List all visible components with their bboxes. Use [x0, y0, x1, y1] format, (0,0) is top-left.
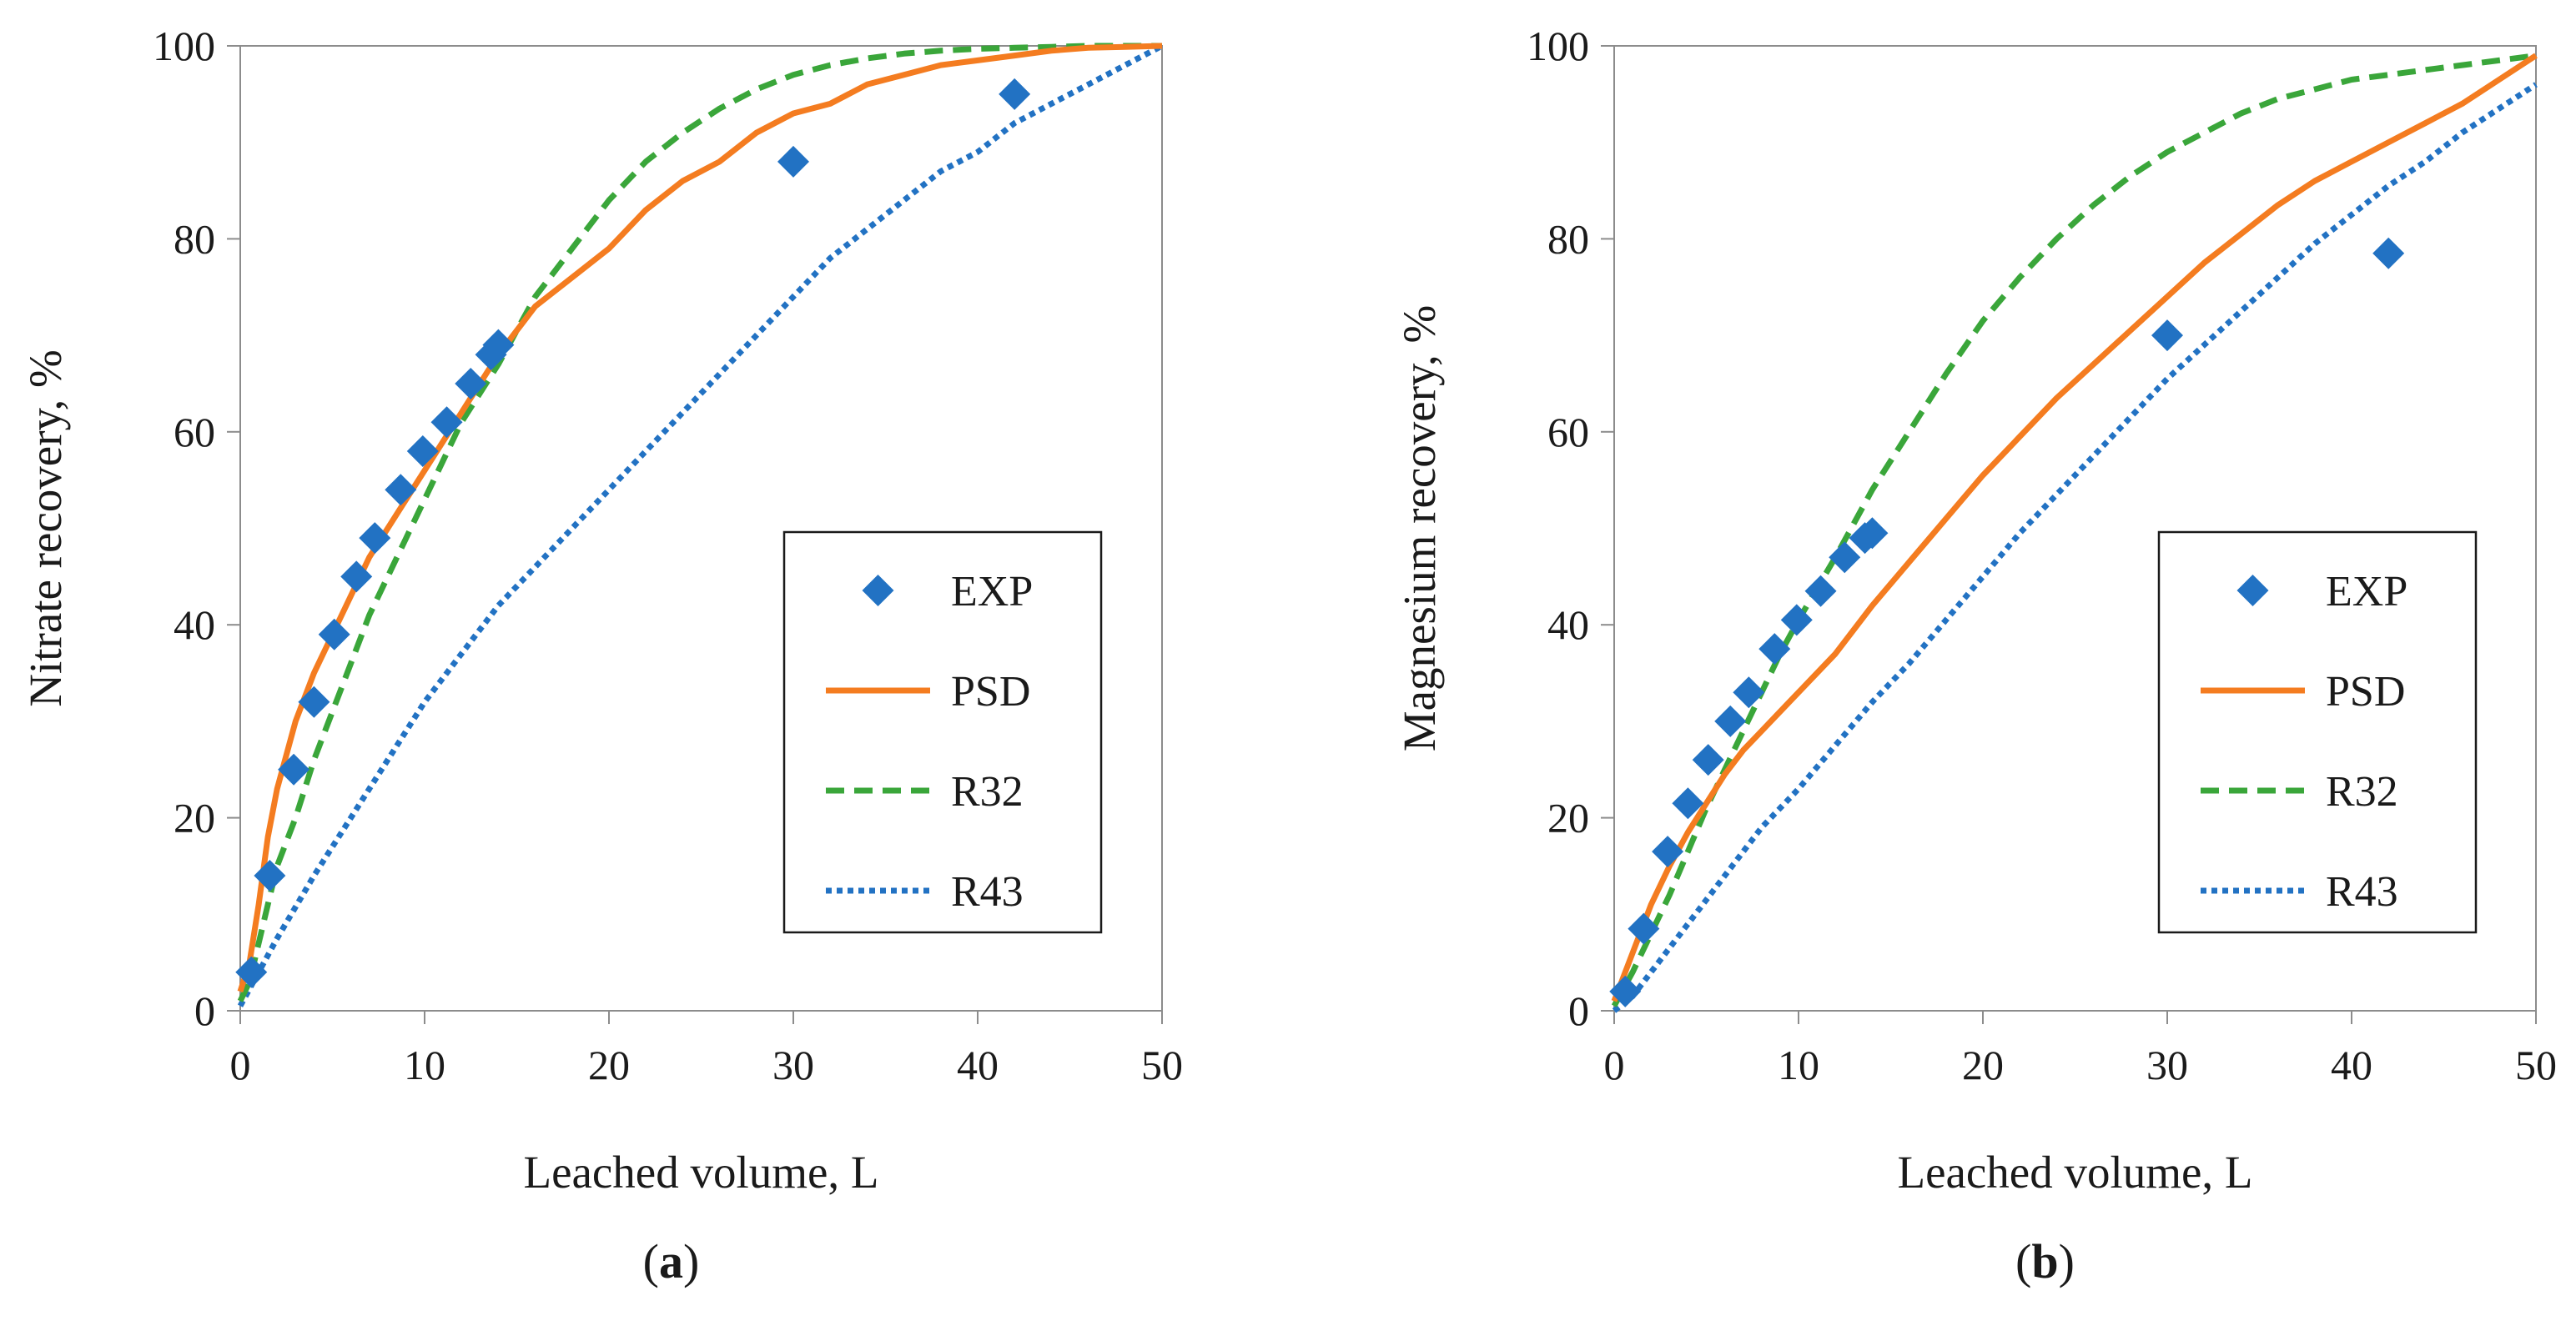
data-point-exp: [1609, 975, 1642, 1007]
y-tick-label: 80: [174, 215, 215, 262]
data-point-exp: [278, 753, 310, 786]
data-point-exp: [1829, 541, 1861, 574]
data-point-exp: [1714, 705, 1747, 737]
series-line-r43: [1612, 82, 2538, 1013]
x-tick-label: 10: [404, 1042, 445, 1088]
data-point-exp: [777, 145, 809, 178]
data-point-exp: [298, 686, 330, 718]
panel-label-close-paren: ): [683, 1234, 699, 1288]
series-line-r32: [237, 43, 1162, 1002]
y-tick-label: 80: [1547, 215, 1589, 262]
y-tick-label: 20: [174, 795, 215, 841]
data-point-exp: [1856, 517, 1889, 550]
x-tick-label: 30: [772, 1042, 814, 1088]
y-tick-label: 100: [153, 23, 215, 69]
legend-symbol-exp: [862, 575, 894, 606]
legend-box: [2157, 530, 2478, 934]
x-tick-label: 30: [2146, 1042, 2188, 1088]
x-tick-label: 10: [1778, 1042, 1819, 1088]
data-point-exp: [235, 956, 268, 988]
y-tick-label: 20: [1547, 795, 1589, 841]
y-tick-label: 0: [1568, 987, 1589, 1034]
legend-label-r43: R43: [951, 868, 1024, 916]
data-point-exp: [430, 406, 463, 439]
legend-symbol-exp: [2236, 575, 2269, 606]
data-point-exp: [455, 367, 487, 399]
data-point-exp: [1672, 787, 1704, 820]
y-tick-label: 60: [1547, 409, 1589, 455]
panel-label-letter: a: [659, 1234, 683, 1288]
y-tick-label: 40: [174, 601, 215, 648]
y-tick-label: 0: [194, 987, 215, 1034]
series-line-psd: [237, 43, 1163, 992]
panel-label-letter: b: [2031, 1234, 2058, 1288]
chart-panel-a: 0 20 40 60 80 100 0 10 20 30 40 50 Leached volume, L…: [20, 23, 1183, 1288]
x-tick-label: 50: [1141, 1042, 1183, 1088]
data-point-exp: [1758, 633, 1791, 666]
data-point-exp: [1628, 912, 1660, 945]
legend-label-exp: EXP: [951, 568, 1033, 615]
x-tick-label: 20: [1962, 1042, 2004, 1088]
data-point-exp: [406, 434, 439, 467]
x-tick-label: 50: [2515, 1042, 2557, 1088]
data-point-exp: [2372, 237, 2405, 269]
x-axis-title: Leached volume, L: [1897, 1147, 2252, 1198]
data-point-exp: [1804, 575, 1837, 607]
x-tick-label: 20: [588, 1042, 630, 1088]
data-point-exp: [318, 618, 350, 650]
data-point-exp: [359, 522, 391, 555]
y-tick-label: 60: [174, 409, 215, 455]
legend-label-psd: PSD: [2326, 668, 2405, 716]
series-line-r43: [237, 43, 1164, 1007]
series-line-r32: [1611, 53, 2537, 1007]
panel-label-close-paren: ): [2059, 1234, 2075, 1288]
x-tick-label: 40: [2331, 1042, 2372, 1088]
y-axis-title: Magnesium recovery, %: [1394, 305, 1445, 752]
data-point-exp: [1652, 836, 1684, 868]
y-axis-title: Nitrate recovery, %: [20, 349, 71, 707]
x-axis-title: Leached volume, L: [523, 1147, 878, 1198]
panel-label: (b): [2015, 1234, 2075, 1288]
panel-label: (a): [643, 1234, 700, 1288]
data-point-exp: [1692, 744, 1724, 776]
panel-label-open-paren: (: [643, 1234, 659, 1288]
x-tick-label: 0: [230, 1042, 251, 1088]
data-point-exp: [999, 78, 1031, 110]
legend-label-r43: R43: [2326, 868, 2398, 916]
chart-panel-b: 0 20 40 60 80 100 0 10 20 30 40 50 Leached volume, L…: [1394, 23, 2557, 1288]
legend-label-exp: EXP: [2326, 568, 2407, 615]
y-tick-label: 100: [1527, 23, 1589, 69]
series-line-psd: [1611, 53, 2538, 1002]
legend: EXP PSD R32 R43: [782, 530, 1103, 934]
data-point-exp: [1780, 604, 1813, 636]
x-tick-label: 40: [957, 1042, 999, 1088]
data-point-exp: [2151, 319, 2183, 352]
data-point-exp: [1733, 676, 1765, 709]
data-point-exp: [254, 860, 286, 892]
plot-area-frame: [1613, 45, 2537, 1012]
plot-area-frame: [239, 45, 1163, 1012]
legend-box: [782, 530, 1103, 934]
data-point-exp: [482, 329, 515, 361]
panel-label-open-paren: (: [2015, 1234, 2031, 1288]
data-point-exp: [340, 560, 373, 593]
data-point-exp: [385, 474, 417, 506]
y-tick-label: 40: [1547, 601, 1589, 648]
legend-label-r32: R32: [2326, 768, 2398, 816]
legend: EXP PSD R32 R43: [2157, 530, 2478, 934]
legend-label-r32: R32: [951, 768, 1024, 816]
x-tick-label: 0: [1604, 1042, 1625, 1088]
legend-label-psd: PSD: [951, 668, 1030, 716]
